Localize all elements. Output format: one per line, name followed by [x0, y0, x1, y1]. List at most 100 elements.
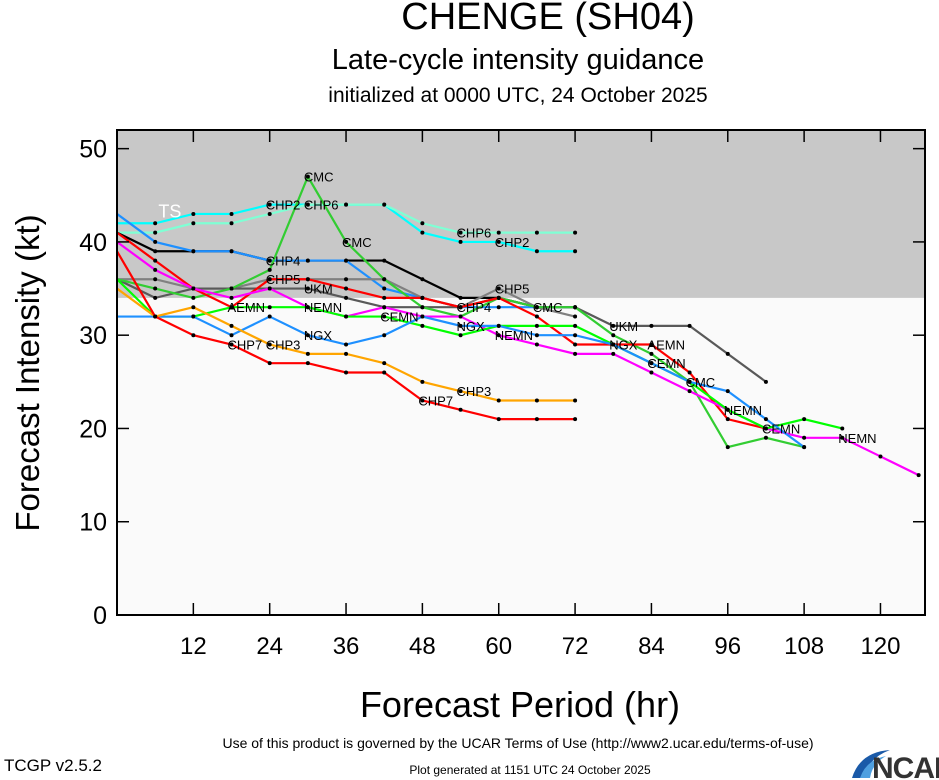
data-point [229, 286, 234, 291]
data-point [420, 277, 425, 282]
tropical-storm-label: TS [158, 202, 181, 222]
data-point [496, 333, 501, 338]
data-point [725, 417, 730, 422]
data-point [344, 202, 349, 207]
data-point [534, 323, 539, 328]
data-point [229, 221, 234, 226]
data-point [420, 305, 425, 310]
data-point [153, 277, 158, 282]
data-point [458, 230, 463, 235]
data-point [305, 351, 310, 356]
data-point [229, 333, 234, 338]
series-label: CMC [342, 235, 372, 250]
data-point [802, 417, 807, 422]
data-point [534, 398, 539, 403]
x-tick-label: 60 [485, 633, 512, 660]
data-point [153, 267, 158, 272]
x-tick-label: 120 [860, 633, 900, 660]
data-point [344, 277, 349, 282]
data-point [725, 407, 730, 412]
data-point [573, 314, 578, 319]
series-label: CEMN [762, 421, 800, 436]
data-point [420, 379, 425, 384]
series-label: UKM [609, 319, 638, 334]
data-point [763, 426, 768, 431]
data-point [267, 361, 272, 366]
data-point [687, 323, 692, 328]
data-point [763, 417, 768, 422]
data-point [382, 370, 387, 375]
data-point [611, 351, 616, 356]
series-label: CHP2 [495, 235, 530, 250]
terms-of-use-text: Use of this product is governed by the U… [222, 735, 814, 751]
data-point [458, 305, 463, 310]
data-point [229, 211, 234, 216]
data-point [153, 314, 158, 319]
data-point [382, 305, 387, 310]
series-label: NEMN [304, 300, 342, 315]
data-point [191, 305, 196, 310]
series-label: CMC [304, 170, 334, 185]
data-point [534, 249, 539, 254]
data-point [305, 286, 310, 291]
data-point [496, 230, 501, 235]
data-point [458, 295, 463, 300]
data-point [191, 221, 196, 226]
ncar-logo: NCAR [852, 750, 939, 780]
data-point [458, 389, 463, 394]
data-point [534, 333, 539, 338]
data-point [420, 398, 425, 403]
series-label: CHP3 [457, 384, 492, 399]
series-label: NGX [457, 319, 486, 334]
data-point [458, 314, 463, 319]
plot-generated-text: Plot generated at 1151 UTC 24 October 20… [409, 763, 651, 777]
data-point [305, 361, 310, 366]
data-point [382, 314, 387, 319]
data-point [687, 389, 692, 394]
data-point [420, 230, 425, 235]
series-label: CHP2 [266, 198, 301, 213]
data-point [153, 286, 158, 291]
series-lines [116, 174, 921, 478]
data-point [840, 435, 845, 440]
data-point [573, 398, 578, 403]
data-point [573, 305, 578, 310]
x-axis-label: Forecast Period (hr) [359, 684, 681, 725]
series-label: CHP6 [457, 226, 492, 241]
y-tick-label: 10 [79, 509, 107, 537]
data-point [267, 267, 272, 272]
version-text: TCGP v2.5.2 [4, 756, 102, 775]
data-point [305, 333, 310, 338]
x-tick-label: 48 [409, 633, 436, 660]
plot-frame [116, 129, 926, 616]
x-tick-label: 12 [180, 633, 207, 660]
data-point [305, 277, 310, 282]
series-line-aemn [116, 231, 767, 430]
data-point [458, 323, 463, 328]
x-tick-label: 36 [333, 633, 360, 660]
x-tick-label: 96 [714, 633, 741, 660]
data-point [191, 286, 196, 291]
data-point [344, 351, 349, 356]
data-point [191, 333, 196, 338]
series-labels: TS CHP2CHP2CHP6CHP6CHP4CHP4CHP5CHP5UKMUKM… [158, 170, 876, 446]
series-label: NEMN [724, 403, 762, 418]
data-point [649, 351, 654, 356]
data-point [153, 258, 158, 263]
data-point [534, 417, 539, 422]
data-point [382, 286, 387, 291]
y-tick-label: 0 [93, 602, 107, 630]
data-point [229, 305, 234, 310]
data-point [267, 286, 272, 291]
data-point [344, 258, 349, 263]
series-label: CHP7 [228, 338, 263, 353]
data-point [382, 295, 387, 300]
data-point [573, 323, 578, 328]
data-point [153, 239, 158, 244]
data-point [458, 239, 463, 244]
data-point [496, 323, 501, 328]
data-point [382, 258, 387, 263]
data-point [267, 305, 272, 310]
data-point [496, 295, 501, 300]
series-label: CMC [533, 300, 563, 315]
